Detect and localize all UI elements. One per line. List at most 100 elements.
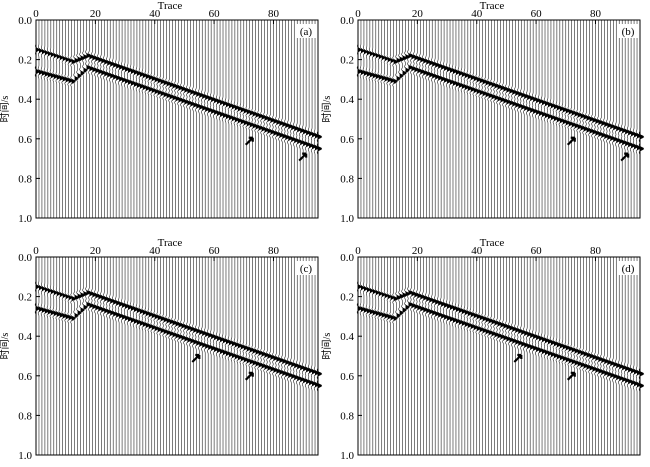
trace-93-event-1-fill bbox=[634, 379, 638, 388]
trace-84-event-0-fill bbox=[285, 121, 290, 130]
trace-51 bbox=[186, 257, 192, 455]
trace-43 bbox=[484, 20, 490, 218]
trace-73 bbox=[573, 257, 579, 455]
trace-25 bbox=[109, 257, 115, 455]
trace-21-event-1-fill bbox=[98, 67, 103, 76]
trace-63 bbox=[221, 20, 227, 218]
trace-38 bbox=[469, 257, 475, 455]
trace-25-event-1-fill bbox=[432, 308, 437, 317]
trace-79-event-1-fill bbox=[270, 128, 275, 136]
trace-11-event-0-fill bbox=[68, 293, 73, 302]
y-tick-label: 0.0 bbox=[18, 15, 32, 27]
trace-40-event-0-fill bbox=[154, 312, 159, 321]
trace-33-event-1-fill bbox=[455, 80, 460, 89]
trace-61-event-0-fill bbox=[539, 334, 543, 343]
trace-58 bbox=[206, 257, 213, 455]
trace-32-event-1-fill bbox=[452, 79, 457, 88]
trace-86 bbox=[612, 257, 618, 455]
trace-71-event-0-fill bbox=[568, 107, 573, 116]
trace-0-event-1-fill bbox=[36, 67, 40, 76]
trace-84 bbox=[606, 257, 612, 455]
trace-23 bbox=[425, 257, 431, 455]
trace-75 bbox=[257, 20, 263, 218]
trace-57-event-0-fill bbox=[527, 93, 532, 102]
trace-28-event-0-fill bbox=[441, 300, 445, 309]
trace-42 bbox=[159, 20, 165, 218]
trace-37-event-1-fill bbox=[145, 321, 150, 330]
trace-51-event-1-fill bbox=[509, 335, 514, 344]
trace-3-event-0-fill bbox=[44, 285, 49, 294]
trace-73-event-0-fill bbox=[574, 346, 579, 355]
trace-91 bbox=[626, 257, 633, 455]
trace-9-event-1-fill bbox=[384, 311, 389, 320]
trace-72-event-1-fill bbox=[249, 357, 254, 366]
trace-53-event-1-fill bbox=[515, 101, 520, 109]
trace-16-event-0-fill bbox=[405, 52, 410, 61]
trace-6 bbox=[52, 20, 58, 218]
trace-63-event-0-fill bbox=[545, 336, 549, 345]
trace-81-event-1-fill bbox=[598, 130, 603, 139]
trace-69 bbox=[561, 257, 567, 455]
trace-49 bbox=[180, 20, 186, 218]
trace-76-event-1-fill bbox=[261, 361, 266, 370]
trace-10-event-1-fill bbox=[387, 75, 392, 84]
trace-62 bbox=[540, 20, 547, 218]
trace-30 bbox=[123, 257, 130, 455]
panel-label: (a) bbox=[300, 26, 313, 38]
trace-5-event-0-fill bbox=[50, 287, 55, 296]
trace-26-event-0-fill bbox=[435, 298, 440, 306]
trace-72-event-0-fill bbox=[571, 108, 576, 117]
trace-54-event-1-fill bbox=[518, 102, 523, 110]
trace-70-event-0-fill bbox=[565, 106, 570, 115]
trace-88 bbox=[618, 257, 624, 455]
trace-65-event-0-fill bbox=[550, 338, 555, 347]
trace-63-event-0-fill bbox=[223, 99, 227, 108]
trace-74 bbox=[576, 257, 582, 455]
trace-23-event-1-fill bbox=[426, 306, 431, 315]
arrow-marker-1 bbox=[244, 371, 254, 381]
trace-49-event-0-fill bbox=[503, 321, 508, 330]
trace-59 bbox=[531, 257, 538, 455]
trace-75-event-1-fill bbox=[258, 360, 263, 369]
trace-20-event-1-fill bbox=[95, 303, 100, 312]
trace-53-event-1-fill bbox=[193, 101, 198, 109]
trace-95-event-1-fill bbox=[640, 144, 644, 153]
trace-26-event-1-fill bbox=[435, 72, 440, 81]
trace-68-event-1-fill bbox=[237, 116, 242, 125]
trace-59 bbox=[209, 20, 216, 218]
trace-53-event-1-fill bbox=[193, 338, 198, 346]
trace-6 bbox=[374, 20, 380, 218]
trace-52-event-1-fill bbox=[512, 99, 517, 108]
trace-69-event-1-fill bbox=[240, 117, 245, 126]
trace-15-event-0-fill bbox=[80, 291, 85, 299]
trace-40-event-0-fill bbox=[476, 75, 481, 84]
trace-72 bbox=[248, 257, 254, 455]
trace-48 bbox=[499, 20, 505, 218]
trace-29-event-1-fill bbox=[444, 76, 448, 84]
trace-30-event-0-fill bbox=[447, 302, 451, 311]
y-tick-label: 0.2 bbox=[340, 292, 354, 304]
trace-56-event-1-fill bbox=[524, 341, 529, 350]
trace-89 bbox=[620, 20, 627, 218]
trace-78-event-1-fill bbox=[589, 127, 594, 135]
trace-90 bbox=[301, 257, 308, 455]
trace-40 bbox=[153, 257, 159, 455]
trace-67-event-0-fill bbox=[234, 103, 239, 112]
trace-57-event-0-fill bbox=[205, 330, 210, 339]
trace-77-event-1-fill bbox=[586, 126, 591, 134]
trace-95-event-1-fill bbox=[640, 381, 644, 390]
trace-45-event-0-fill bbox=[491, 317, 496, 326]
trace-92 bbox=[307, 257, 314, 455]
trace-20 bbox=[416, 257, 422, 455]
y-tick-label: 0.0 bbox=[340, 15, 354, 27]
trace-38-event-1-fill bbox=[148, 322, 153, 331]
trace-88-event-1-fill bbox=[297, 374, 302, 383]
traces bbox=[356, 20, 645, 218]
trace-84 bbox=[606, 20, 612, 218]
trace-75-event-0-fill bbox=[258, 112, 263, 120]
trace-24 bbox=[106, 20, 112, 218]
trace-75-event-1-fill bbox=[258, 123, 263, 132]
trace-7-event-0-fill bbox=[378, 289, 383, 298]
trace-60 bbox=[212, 257, 219, 455]
